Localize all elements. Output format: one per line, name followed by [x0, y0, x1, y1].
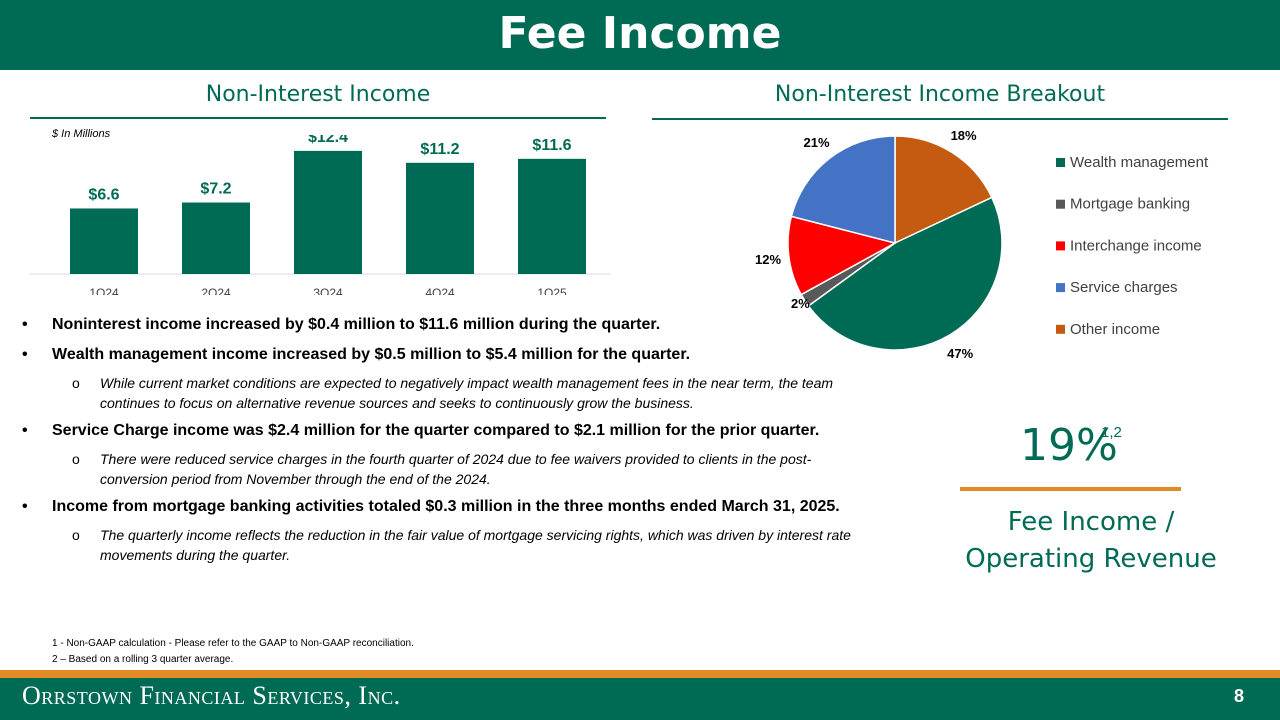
legend-swatch [1056, 241, 1065, 251]
page-title: Fee Income [498, 8, 782, 59]
x-tick-label: 4Q24 [425, 286, 455, 295]
bar [182, 202, 250, 274]
bullet-item: • Wealth management income increased by $… [22, 343, 852, 367]
units-label: $ In Millions [52, 128, 111, 140]
legend-label: Wealth management [1070, 154, 1209, 171]
bar-data-label: $7.2 [200, 181, 231, 198]
bar-data-label: $11.2 [420, 141, 459, 158]
x-tick-label: 1Q25 [537, 286, 567, 295]
bar [406, 162, 474, 274]
pie-chart: 18% 47% 2% 12% 21% Wealth management Mortgage … [755, 128, 1209, 361]
company-logo-text: Orrstown Financial Services, Inc. [22, 681, 401, 710]
pie-slice [894, 135, 993, 245]
bullet-marker: • [22, 316, 28, 333]
pie-slice [807, 196, 1003, 351]
bullet-marker: • [22, 346, 28, 363]
legend-label: Mortgage banking [1070, 196, 1190, 213]
sub-bullet-item: o While current market conditions are exp… [22, 373, 852, 413]
footnote: 2 – Based on a rolling 3 quarter average… [52, 654, 234, 665]
bullet-item: • Service Charge income was $2.4 million … [22, 419, 852, 443]
sub-bullet-text: The quarterly income reflects the reduct… [100, 527, 851, 563]
sub-bullet-marker: o [72, 527, 80, 543]
page-number: 8 [1233, 686, 1244, 706]
legend-swatch [1056, 158, 1065, 167]
pie-data-label: 12% [755, 252, 781, 267]
legend-swatch [1056, 324, 1065, 334]
bullet-item: • Income from mortgage banking activities… [22, 495, 852, 519]
bar-data-label: $11.6 [532, 137, 571, 154]
x-tick-label: 2Q24 [201, 286, 231, 295]
pie-data-label: 21% [803, 135, 829, 150]
bar-title-rule [30, 117, 606, 119]
bar-data-label: $12.4 [308, 135, 348, 146]
pie-title-rule [652, 118, 1228, 120]
pie-slice [787, 215, 898, 296]
footer-bar [0, 678, 1280, 720]
bullet-item: • Noninterest income increased by $0.4 mi… [22, 313, 852, 337]
sub-bullet-marker: o [72, 451, 80, 467]
footnote: 1 - Non-GAAP calculation - Please refer … [52, 638, 414, 649]
kpi-rule [960, 487, 1181, 491]
legend-swatch [1056, 283, 1065, 293]
legend-label: Service charges [1070, 279, 1178, 296]
pie-data-label: 18% [951, 128, 977, 143]
footer-accent-stripe [0, 670, 1280, 678]
sub-bullet-item: o The quarterly income reflects the reduc… [22, 525, 852, 565]
bullet-list: • Noninterest income increased by $0.4 mi… [22, 313, 852, 571]
title-bar [0, 0, 1280, 70]
kpi-label: Fee Income / Operating Revenue [965, 507, 1217, 574]
bullet-text: Noninterest income increased by $0.4 mil… [52, 316, 661, 333]
footnotes: 1 - Non-GAAP calculation - Please refer … [52, 636, 414, 668]
bullet-text: Wealth management income increased by $0… [52, 346, 691, 363]
bar-chart-title: Non-Interest Income [205, 82, 431, 107]
bar [294, 150, 362, 274]
bullet-marker: • [22, 422, 28, 439]
bullet-text: Service Charge income was $2.4 million f… [52, 422, 820, 439]
legend-swatch [1056, 199, 1065, 209]
bullet-text: Income from mortgage banking activities … [52, 498, 840, 515]
x-tick-label: 1Q24 [89, 286, 119, 295]
sub-bullet-item: o There were reduced service charges in t… [22, 449, 852, 489]
bar-chart: $6.6 1Q24 $7.2 2Q24 $12.4 3Q24 $11.2 4Q24 $11.6 1… [30, 135, 610, 295]
bar [518, 158, 586, 274]
bar [70, 208, 138, 274]
x-tick-label: 3Q24 [313, 286, 343, 295]
kpi-value: 19% [1020, 420, 1118, 471]
sub-bullet-text: There were reduced service charges in th… [100, 451, 812, 487]
bar-data-label: $6.6 [88, 186, 119, 203]
legend-label: Interchange income [1070, 237, 1202, 254]
pie-chart-title: Non-Interest Income Breakout [774, 82, 1106, 107]
sub-bullet-marker: o [72, 375, 80, 391]
legend-label: Other income [1070, 321, 1160, 338]
pie-data-label: 47% [947, 346, 973, 361]
sub-bullet-text: While current market conditions are expe… [100, 375, 834, 411]
pie-slice [790, 135, 896, 244]
pie-data-label: 2% [791, 296, 810, 311]
kpi-superscript: 1,2 [1101, 424, 1122, 441]
bullet-marker: • [22, 498, 28, 515]
